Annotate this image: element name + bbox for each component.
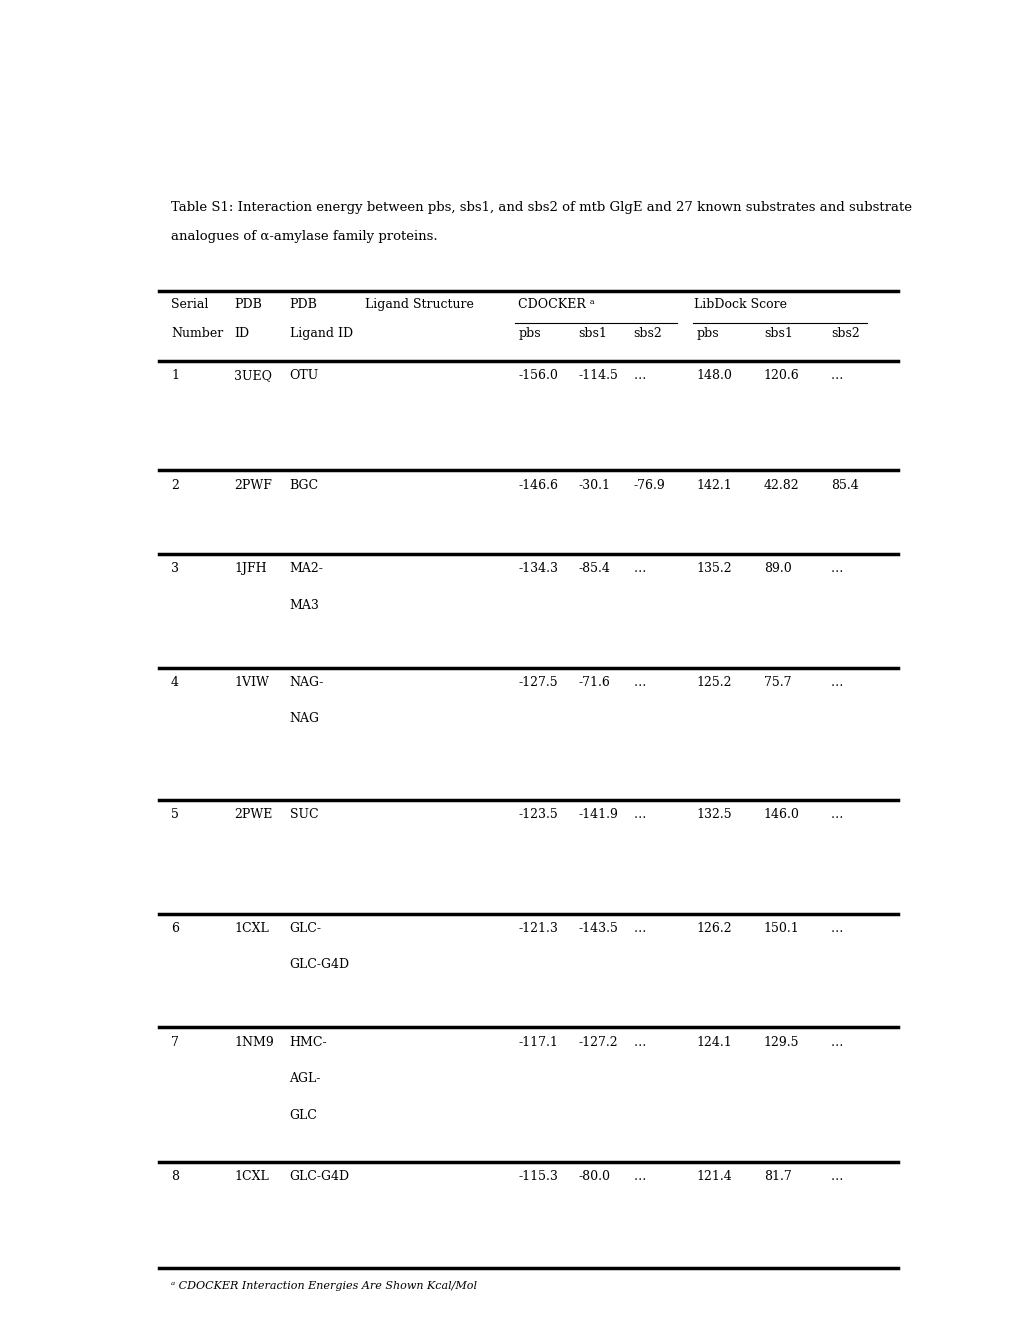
Text: …: … <box>830 808 843 821</box>
Text: 2PWE: 2PWE <box>234 808 272 821</box>
Text: pbs: pbs <box>519 327 541 341</box>
Text: -127.2: -127.2 <box>578 1036 618 1048</box>
Text: PDB: PDB <box>234 297 262 310</box>
Text: -156.0: -156.0 <box>519 368 558 381</box>
Text: 42.82: 42.82 <box>763 479 799 491</box>
Text: 2PWF: 2PWF <box>234 479 272 491</box>
Text: 132.5: 132.5 <box>696 808 732 821</box>
Text: -121.3: -121.3 <box>519 921 558 935</box>
Text: NAG: NAG <box>289 713 319 725</box>
Text: Number: Number <box>171 327 223 341</box>
Text: -134.3: -134.3 <box>519 562 558 576</box>
Text: …: … <box>633 921 645 935</box>
Text: …: … <box>633 368 645 381</box>
Text: CDOCKER ᵃ: CDOCKER ᵃ <box>518 297 594 310</box>
Text: GLC-G4D: GLC-G4D <box>289 958 350 972</box>
Text: 1NM9: 1NM9 <box>234 1036 274 1048</box>
Text: 2: 2 <box>171 479 178 491</box>
Text: 148.0: 148.0 <box>696 368 732 381</box>
Text: BGC: BGC <box>289 479 318 491</box>
Text: SUC: SUC <box>289 808 318 821</box>
Text: 120.6: 120.6 <box>763 368 799 381</box>
Text: …: … <box>633 676 645 689</box>
Text: …: … <box>830 921 843 935</box>
Text: OTU: OTU <box>289 368 319 381</box>
Text: analogues of α-amylase family proteins.: analogues of α-amylase family proteins. <box>171 230 437 243</box>
Text: 125.2: 125.2 <box>696 676 732 689</box>
Text: 150.1: 150.1 <box>763 921 799 935</box>
Text: -85.4: -85.4 <box>578 562 609 576</box>
Text: …: … <box>830 1036 843 1048</box>
Text: 89.0: 89.0 <box>763 562 791 576</box>
Text: 5: 5 <box>171 808 178 821</box>
Text: LibDock Score: LibDock Score <box>693 297 786 310</box>
Text: 142.1: 142.1 <box>696 479 732 491</box>
Text: MA2-: MA2- <box>289 562 323 576</box>
Text: 3UEQ: 3UEQ <box>234 368 272 381</box>
Text: 1CXL: 1CXL <box>234 921 269 935</box>
Text: -127.5: -127.5 <box>519 676 557 689</box>
Text: …: … <box>633 562 645 576</box>
Text: Serial: Serial <box>171 297 208 310</box>
Text: sbs1: sbs1 <box>578 327 606 341</box>
Text: 129.5: 129.5 <box>763 1036 799 1048</box>
Text: pbs: pbs <box>696 327 718 341</box>
Text: 3: 3 <box>171 562 178 576</box>
Text: sbs1: sbs1 <box>763 327 792 341</box>
Text: -117.1: -117.1 <box>519 1036 558 1048</box>
Text: Table S1: Interaction energy between pbs, sbs1, and sbs2 of mtb GlgE and 27 know: Table S1: Interaction energy between pbs… <box>171 201 911 214</box>
Text: 1VIW: 1VIW <box>234 676 269 689</box>
Text: …: … <box>830 562 843 576</box>
Text: sbs2: sbs2 <box>830 327 859 341</box>
Text: 6: 6 <box>171 921 178 935</box>
Text: 121.4: 121.4 <box>696 1170 732 1183</box>
Text: GLC: GLC <box>289 1109 317 1122</box>
Text: 1JFH: 1JFH <box>234 562 267 576</box>
Text: AGL-: AGL- <box>289 1072 321 1085</box>
Text: -71.6: -71.6 <box>578 676 609 689</box>
Text: …: … <box>830 1170 843 1183</box>
Text: -141.9: -141.9 <box>578 808 618 821</box>
Text: 135.2: 135.2 <box>696 562 732 576</box>
Text: ᵃ CDOCKER Interaction Energies Are Shown Kcal/Mol: ᵃ CDOCKER Interaction Energies Are Shown… <box>171 1280 477 1291</box>
Text: -115.3: -115.3 <box>519 1170 558 1183</box>
Text: -30.1: -30.1 <box>578 479 609 491</box>
Text: 85.4: 85.4 <box>830 479 858 491</box>
Text: -76.9: -76.9 <box>633 479 664 491</box>
Text: 8: 8 <box>171 1170 178 1183</box>
Text: …: … <box>830 676 843 689</box>
Text: 75.7: 75.7 <box>763 676 791 689</box>
Text: -143.5: -143.5 <box>578 921 618 935</box>
Text: …: … <box>633 808 645 821</box>
Text: HMC-: HMC- <box>289 1036 327 1048</box>
Text: -146.6: -146.6 <box>519 479 558 491</box>
Text: 146.0: 146.0 <box>763 808 799 821</box>
Text: PDB: PDB <box>289 297 317 310</box>
Text: 7: 7 <box>171 1036 178 1048</box>
Text: MA3: MA3 <box>289 598 319 611</box>
Text: sbs2: sbs2 <box>633 327 661 341</box>
Text: ID: ID <box>234 327 249 341</box>
Text: …: … <box>633 1170 645 1183</box>
Text: -123.5: -123.5 <box>519 808 558 821</box>
Text: Ligand Structure: Ligand Structure <box>365 297 473 310</box>
Text: 126.2: 126.2 <box>696 921 732 935</box>
Text: …: … <box>633 1036 645 1048</box>
Text: GLC-G4D: GLC-G4D <box>289 1170 350 1183</box>
Text: 1: 1 <box>171 368 178 381</box>
Text: GLC-: GLC- <box>289 921 321 935</box>
Text: …: … <box>830 368 843 381</box>
Text: 4: 4 <box>171 676 178 689</box>
Text: -80.0: -80.0 <box>578 1170 609 1183</box>
Text: -114.5: -114.5 <box>578 368 618 381</box>
Text: 124.1: 124.1 <box>696 1036 732 1048</box>
Text: 1CXL: 1CXL <box>234 1170 269 1183</box>
Text: NAG-: NAG- <box>289 676 324 689</box>
Text: Ligand ID: Ligand ID <box>289 327 353 341</box>
Text: 81.7: 81.7 <box>763 1170 791 1183</box>
